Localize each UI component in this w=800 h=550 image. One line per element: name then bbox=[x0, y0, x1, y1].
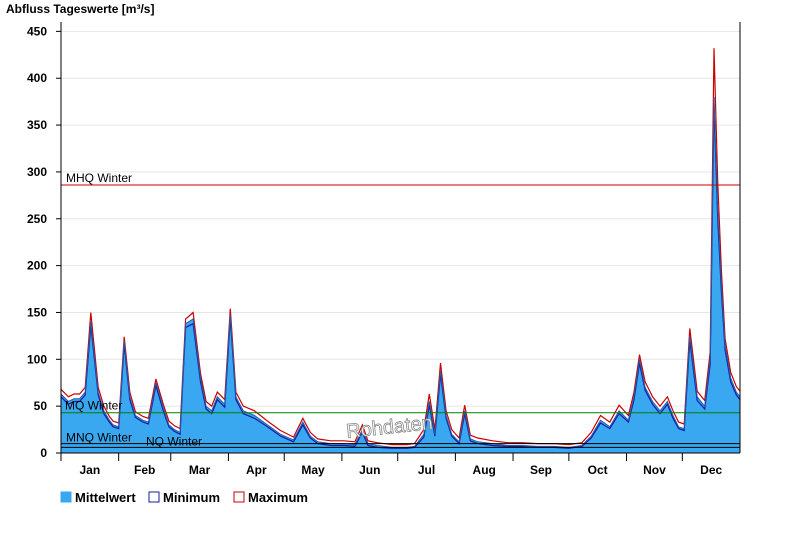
x-tick-label: Oct bbox=[588, 463, 608, 477]
y-tick-label: 400 bbox=[27, 71, 47, 85]
reference-line-label: MQ Winter bbox=[65, 399, 122, 413]
data-series bbox=[60, 48, 741, 453]
x-tick-label: Jul bbox=[418, 463, 435, 477]
x-tick-label: Apr bbox=[246, 463, 267, 477]
y-tick-label: 350 bbox=[27, 118, 47, 132]
x-tick-label: Dec bbox=[700, 463, 722, 477]
reference-lines: MHQ Winter MQ Winter MNQ Winter NQ Winter bbox=[61, 171, 740, 448]
y-axis-labels: 0 50 100 150 200 250 300 350 400 450 bbox=[27, 24, 61, 460]
y-tick-label: 0 bbox=[40, 446, 47, 460]
x-tick-label: Nov bbox=[643, 463, 666, 477]
x-tick-label: May bbox=[301, 463, 325, 477]
y-tick-label: 150 bbox=[27, 305, 47, 319]
y-tick-label: 300 bbox=[27, 165, 47, 179]
mittelwert-area bbox=[61, 97, 740, 453]
legend-label: Maximum bbox=[248, 490, 308, 505]
chart-title: Abfluss Tageswerte [m³/s] bbox=[6, 2, 154, 16]
legend-label: Mittelwert bbox=[75, 490, 136, 505]
x-axis-labels: Jan Feb Mar Apr May Jun Jul Aug Sep Oct Nov Dec bbox=[60, 453, 722, 477]
x-tick-label: Aug bbox=[473, 463, 496, 477]
y-tick-label: 50 bbox=[34, 399, 48, 413]
legend-swatch bbox=[60, 491, 72, 503]
maximum-line bbox=[60, 48, 741, 446]
legend-swatch bbox=[148, 491, 160, 503]
reference-line-label: MNQ Winter bbox=[66, 431, 132, 445]
legend: Mittelwert Minimum Maximum bbox=[60, 490, 308, 505]
x-tick-label: Mar bbox=[189, 463, 211, 477]
y-tick-label: 450 bbox=[27, 24, 47, 38]
x-tick-label: Feb bbox=[134, 463, 155, 477]
y-tick-label: 200 bbox=[27, 259, 47, 273]
minimum-line bbox=[60, 104, 741, 449]
x-tick-label: Jun bbox=[359, 463, 380, 477]
reference-line-label: MHQ Winter bbox=[66, 171, 132, 185]
x-tick-label: Jan bbox=[79, 463, 100, 477]
y-tick-label: 250 bbox=[27, 212, 47, 226]
x-tick-label: Sep bbox=[530, 463, 552, 477]
legend-swatch bbox=[233, 491, 245, 503]
reference-line-label: NQ Winter bbox=[146, 434, 202, 448]
grid bbox=[61, 30, 740, 407]
y-tick-label: 100 bbox=[27, 352, 47, 366]
legend-label: Minimum bbox=[163, 490, 220, 505]
